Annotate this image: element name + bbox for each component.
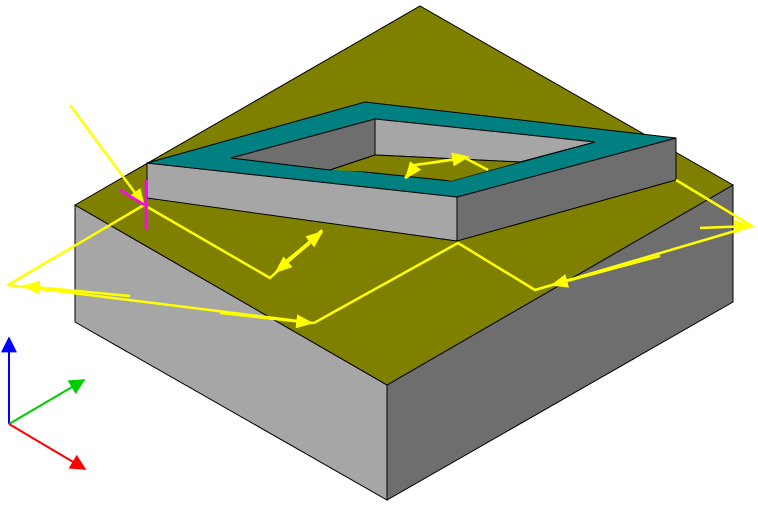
- toolpath-arrow-pocket-down: [404, 161, 422, 180]
- toolpath[interactable]: [6, 104, 754, 329]
- toolpath-approach: [68, 104, 146, 207]
- x-axis: [8, 423, 87, 470]
- raised-frame[interactable]: [146, 101, 677, 242]
- toolpath-contour: [6, 203, 315, 325]
- y-axis: [8, 379, 86, 425]
- toolpath-arrow-right: [550, 254, 661, 288]
- entry-marker[interactable]: [119, 180, 149, 230]
- toolpath-arrow-link-back: [274, 242, 311, 274]
- triad-icon: [1, 336, 87, 470]
- toolpath-contour-front: [313, 178, 754, 325]
- toolpath-arrow-left: [22, 280, 131, 298]
- toolpath-arrow-pocket: [429, 152, 470, 167]
- toolpath-arrow-bottom: [219, 311, 314, 329]
- base-block[interactable]: [73, 5, 735, 501]
- toolpath-arrow-corner: [699, 219, 752, 234]
